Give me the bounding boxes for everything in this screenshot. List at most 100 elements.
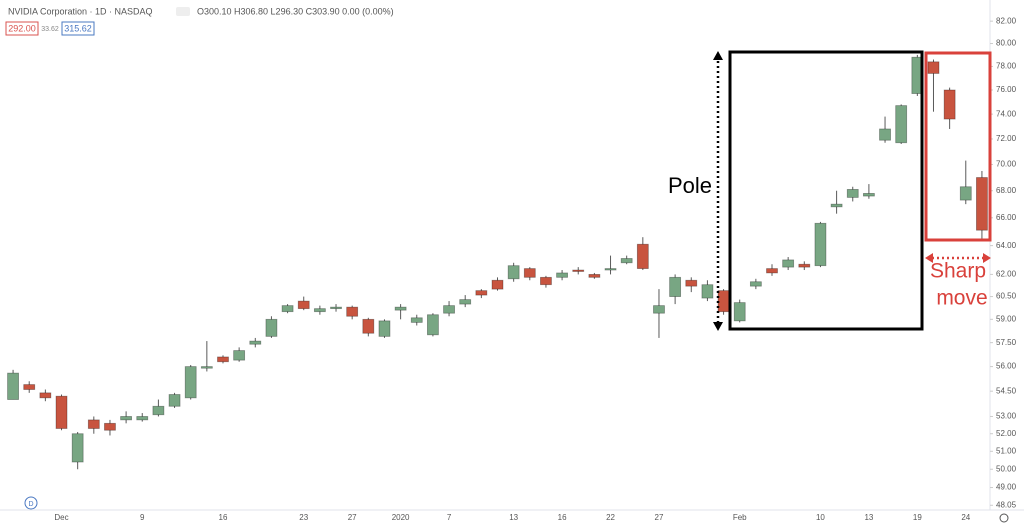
candle-body [669,276,682,297]
candle-body [104,422,116,431]
y-tick-label: 62.00 [996,270,1017,279]
candle-body [71,433,84,463]
candle-body [782,259,795,268]
y-tick-label: 57.50 [996,338,1017,347]
y-tick-label: 53.00 [996,412,1017,421]
x-tick-label: 27 [655,513,664,522]
candle-body [39,392,52,399]
badge [5,21,39,36]
candle-body [766,268,778,274]
badge-text: 33.62 [41,26,59,33]
y-tick-label: 54.50 [996,386,1017,395]
badge-text: 292.00 [8,23,36,33]
y-tick-label: 60.50 [996,292,1017,301]
chart-title: NVIDIA Corporation · 1D · NASDAQ [8,6,153,16]
candle-body [540,276,552,286]
candle-body [330,306,342,310]
annotation: Sharp [930,260,986,283]
candle-body [523,268,536,278]
settings-icon[interactable] [999,513,1009,523]
candle-body [620,258,633,264]
x-tick-label: 19 [913,513,922,522]
legend-toggle[interactable] [176,7,190,16]
x-tick-label: 22 [606,513,615,522]
candle-body [959,186,972,201]
candle-body [346,306,359,317]
event-marker-text: D [28,501,33,508]
move-arrow-head [925,253,991,263]
candle-body [846,188,859,198]
candle-body [879,128,891,141]
y-tick-label: 56.00 [996,362,1017,371]
x-tick-label: 23 [299,513,308,522]
candle-body [895,105,908,144]
x-tick-label: 24 [961,513,970,522]
y-tick-label: 70.00 [996,160,1017,169]
candle-body [604,268,617,271]
flag-box [728,50,924,331]
x-tick-label: 16 [219,513,228,522]
candle-body [394,306,407,311]
candle-body [749,281,762,287]
candle-body [55,395,68,429]
candle-body [717,290,730,313]
candle-body [733,302,746,322]
x-tick-label: 2020 [392,513,410,522]
candle-body [556,272,568,278]
candle-body [427,314,439,336]
candle-body [281,305,294,313]
badge [61,21,95,36]
y-tick-label: 49.00 [996,483,1017,492]
candle-body [814,222,827,267]
y-tick-label: 72.00 [996,134,1017,143]
y-tick-label: 52.00 [996,429,1017,438]
x-tick-label: 7 [447,513,452,522]
y-tick-label: 51.00 [996,446,1017,455]
annotation: Pole [668,173,712,198]
candle-body [491,279,504,290]
candle-body [475,290,488,296]
candle-body [410,317,423,323]
y-tick-label: 82.00 [996,16,1017,25]
y-tick-label: 74.00 [996,109,1017,118]
candle-body [313,308,326,313]
x-tick-label: Dec [54,513,68,522]
candle-body [87,419,100,429]
x-tick-label: 16 [558,513,567,522]
x-tick-label: 13 [864,513,873,522]
candle-body [701,284,714,299]
candle-body [200,366,213,369]
candle-body [7,372,19,400]
candle-body [943,89,956,120]
candle-body [168,394,181,407]
candle-body [862,192,875,197]
y-tick-label: 68.00 [996,186,1017,195]
annotation: move [936,287,987,310]
candle-body [152,405,165,416]
candle-body [136,416,149,421]
y-tick-label: 64.00 [996,241,1017,250]
candle-body [653,305,665,314]
x-tick-label: 27 [348,513,357,522]
candle-body [443,305,455,314]
candle-body [588,274,601,278]
y-tick-label: 66.00 [996,213,1017,222]
y-tick-label: 80.00 [996,39,1017,48]
candle-body [217,356,229,363]
candle-body [184,366,197,399]
candle-body [507,265,520,280]
x-tick-label: Feb [733,513,747,522]
badge-text: 315.62 [64,23,92,33]
candle-body [685,279,698,287]
candle-body [378,320,391,337]
candle-body [459,299,472,305]
candle-body [23,384,36,390]
candle-body [297,300,310,310]
candle-body [976,177,988,231]
candle-body [636,243,649,269]
event-marker[interactable] [24,496,38,510]
y-tick-label: 50.00 [996,464,1017,473]
candle-body [120,416,133,421]
